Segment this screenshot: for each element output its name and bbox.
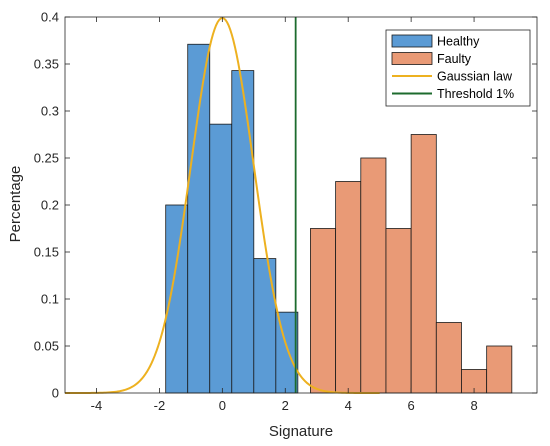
y-tick-label: 0.4	[41, 10, 59, 25]
legend-label: Gaussian law	[437, 70, 513, 84]
y-axis-label: Percentage	[7, 166, 24, 243]
bar-faulty-1	[335, 181, 362, 394]
bar-faulty-0	[310, 228, 337, 394]
y-tick-label: 0.35	[34, 57, 59, 72]
bar-faulty-5	[435, 322, 462, 394]
bar-healthy-5	[275, 311, 299, 394]
legend-label: Faulty	[437, 52, 472, 66]
y-tick-label: 0.2	[41, 198, 59, 213]
x-axis-label: Signature	[269, 423, 333, 440]
y-tick-label: 0.15	[34, 245, 59, 260]
x-tick-label: -2	[154, 398, 166, 413]
bar-faulty-4	[410, 134, 437, 394]
legend-swatch-faulty	[391, 52, 433, 65]
bar-healthy-4	[253, 258, 277, 394]
bar-faulty-2	[360, 157, 387, 394]
bar-faulty-3	[385, 228, 412, 394]
legend-label: Threshold 1%	[437, 87, 514, 101]
y-tick-label: 0.05	[34, 339, 59, 354]
y-tick-label: 0	[52, 386, 59, 401]
x-tick-label: 0	[219, 398, 226, 413]
x-tick-label: 8	[470, 398, 477, 413]
y-tick-label: 0.1	[41, 292, 59, 307]
x-tick-label: -4	[91, 398, 103, 413]
bar-healthy-2	[209, 123, 233, 394]
bar-healthy-3	[231, 70, 255, 394]
histogram-bars	[165, 43, 513, 394]
x-tick-label: 4	[345, 398, 352, 413]
y-tick-label: 0.3	[41, 104, 59, 119]
bar-faulty-7	[486, 345, 513, 394]
bar-healthy-1	[187, 43, 211, 394]
y-tick-label: 0.25	[34, 151, 59, 166]
ticks: -4 -2 0 2 4 6 8 0 0.05 0.1 0.15 0.2 0.25 0.3 0.35 0.4	[34, 10, 537, 413]
x-tick-label: 2	[282, 398, 289, 413]
legend: Healthy Faulty Gaussian law Threshold 1%	[385, 29, 531, 107]
x-tick-label: 6	[408, 398, 415, 413]
legend-swatch-healthy	[391, 34, 433, 48]
legend-label: Healthy	[437, 35, 480, 49]
